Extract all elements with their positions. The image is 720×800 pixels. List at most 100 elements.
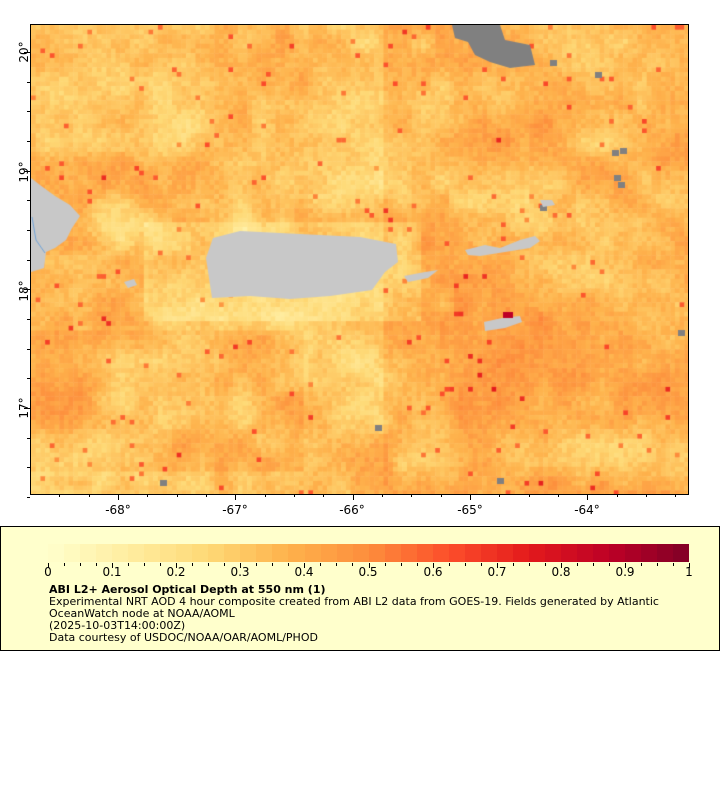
colorbar-segment <box>208 544 225 562</box>
colorbar-tick <box>48 563 49 568</box>
axis-tick <box>176 494 178 497</box>
map-frame <box>30 24 689 495</box>
axis-tick <box>24 289 30 291</box>
colorbar-segment <box>240 544 257 562</box>
colorbar-tick <box>592 563 594 566</box>
axis-tick <box>24 52 30 53</box>
colorbar-tick <box>144 563 146 566</box>
axis-tick <box>27 348 30 350</box>
axis-tick <box>675 494 677 497</box>
colorbar-tick <box>208 563 210 566</box>
colorbar-tick <box>256 563 258 566</box>
colorbar-tick <box>96 563 98 566</box>
colorbar-tick <box>512 563 514 566</box>
colorbar-tick <box>448 563 450 566</box>
colorbar-tick <box>384 563 386 566</box>
axis-tick <box>59 494 61 497</box>
axis-tick <box>587 494 589 500</box>
axis-tick <box>205 494 207 497</box>
colorbar-segment <box>448 544 465 562</box>
colorbar-tick-label: 0.7 <box>487 565 507 579</box>
colorbar-segment <box>577 544 594 562</box>
colorbar-segment <box>144 544 161 562</box>
colorbar-tick <box>464 563 466 566</box>
colorbar-segment <box>368 544 385 562</box>
aod-map-image <box>31 25 688 494</box>
colorbar-segment <box>528 544 545 562</box>
colorbar-segment <box>641 544 658 562</box>
axis-tick <box>27 497 30 499</box>
colorbar-segment <box>64 544 81 562</box>
legend-timestamp: (2025-10-03T14:00:00Z) <box>49 619 186 632</box>
lon-tick-label: -64° <box>574 503 600 517</box>
axis-tick <box>235 494 237 500</box>
legend-panel: 0 0.1 0.2 0.3 0.4 0.5 0.6 0.7 0.8 0.9 1 … <box>0 526 720 651</box>
colorbar-segment <box>48 544 65 562</box>
colorbar-tick-label: 0.6 <box>423 565 443 579</box>
colorbar-tick-label: 0.2 <box>166 565 186 579</box>
colorbar-tick <box>272 563 274 566</box>
axis-tick <box>118 494 119 500</box>
colorbar-tick <box>608 563 610 566</box>
colorbar-tick-label: 1 <box>685 565 693 579</box>
colorbar-segment <box>96 544 113 562</box>
colorbar-tick <box>528 563 530 566</box>
axis-tick <box>293 494 295 497</box>
colorbar-segment <box>657 544 674 562</box>
colorbar-tick <box>224 563 226 566</box>
axis-tick <box>27 200 30 202</box>
colorbar-tick <box>576 563 578 566</box>
colorbar-segment <box>304 544 321 562</box>
lon-tick-label: -66° <box>339 503 365 517</box>
colorbar-tick <box>80 563 82 566</box>
colorbar-segment <box>480 544 497 562</box>
axis-tick <box>27 259 30 261</box>
colorbar-tick <box>192 563 194 566</box>
axis-tick <box>352 494 354 500</box>
colorbar-tick <box>304 563 306 568</box>
colorbar-segment <box>224 544 241 562</box>
axis-tick <box>440 494 442 497</box>
colorbar-tick <box>112 563 114 568</box>
colorbar-segment <box>112 544 129 562</box>
lon-tick-label: -67° <box>222 503 248 517</box>
colorbar-segment <box>352 544 369 562</box>
colorbar-segment <box>192 544 209 562</box>
colorbar-segment <box>272 544 289 562</box>
axis-tick <box>88 494 90 497</box>
axis-tick <box>616 494 618 497</box>
colorbar-segment <box>320 544 337 562</box>
colorbar-segment <box>561 544 578 562</box>
axis-tick <box>24 408 30 410</box>
colorbar-segment <box>400 544 417 562</box>
colorbar-tick <box>416 563 418 566</box>
colorbar-segment <box>496 544 513 562</box>
colorbar-tick <box>288 563 290 566</box>
colorbar <box>48 544 690 562</box>
colorbar-tick <box>64 563 66 566</box>
colorbar-tick <box>336 563 338 566</box>
axis-tick <box>411 494 413 497</box>
colorbar-tick-label: 0 <box>44 565 52 579</box>
colorbar-tick <box>368 563 370 568</box>
axis-tick <box>27 319 30 321</box>
colorbar-segment <box>593 544 610 562</box>
colorbar-segment <box>176 544 193 562</box>
colorbar-segment <box>384 544 401 562</box>
legend-credit: Data courtesy of USDOC/NOAA/OAR/AOML/PHO… <box>49 631 318 644</box>
colorbar-tick <box>160 563 162 566</box>
colorbar-tick <box>176 563 178 568</box>
axis-tick <box>27 81 30 83</box>
colorbar-segment <box>256 544 273 562</box>
lat-tick-label: 18° <box>17 280 31 302</box>
colorbar-tick <box>432 563 434 568</box>
axis-tick <box>557 494 559 497</box>
axis-tick <box>27 437 30 439</box>
lon-tick-label: -68° <box>105 503 131 517</box>
colorbar-segment <box>128 544 145 562</box>
colorbar-tick <box>656 563 658 566</box>
colorbar-segment <box>416 544 433 562</box>
colorbar-tick-label: 0.4 <box>294 565 314 579</box>
colorbar-segment <box>464 544 481 562</box>
colorbar-segment <box>625 544 642 562</box>
